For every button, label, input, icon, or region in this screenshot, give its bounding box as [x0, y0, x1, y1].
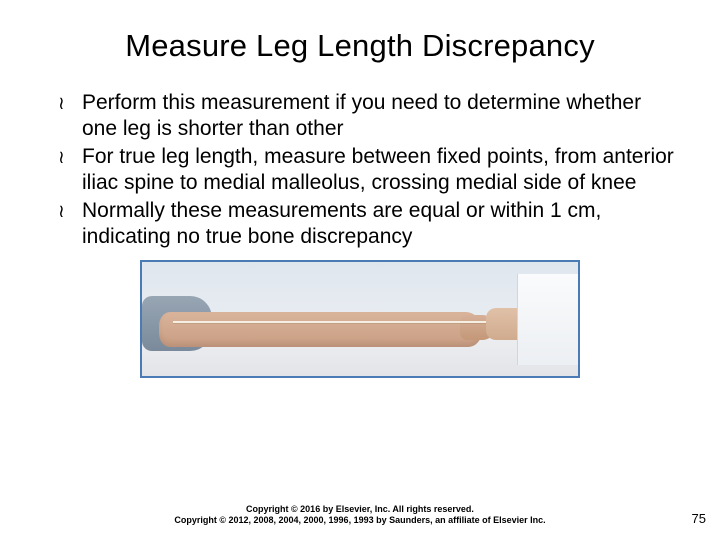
page-number: 75 [692, 511, 706, 526]
list-item: For true leg length, measure between fix… [58, 144, 676, 196]
copyright-block: Copyright © 2016 by Elsevier, Inc. All r… [36, 504, 684, 526]
list-item: Normally these measurements are equal or… [58, 198, 676, 250]
bullet-list: Perform this measurement if you need to … [44, 90, 676, 250]
figure-leg-measurement [140, 260, 580, 378]
copyright-line-1: Copyright © 2016 by Elsevier, Inc. All r… [36, 504, 684, 515]
page-title: Measure Leg Length Discrepancy [44, 28, 676, 64]
patient-leg [159, 312, 482, 346]
examiner-coat [517, 274, 578, 365]
slide: Measure Leg Length Discrepancy Perform t… [0, 0, 720, 540]
list-item: Perform this measurement if you need to … [58, 90, 676, 142]
measuring-tape [173, 321, 487, 323]
copyright-line-2: Copyright © 2012, 2008, 2004, 2000, 1996… [36, 515, 684, 526]
